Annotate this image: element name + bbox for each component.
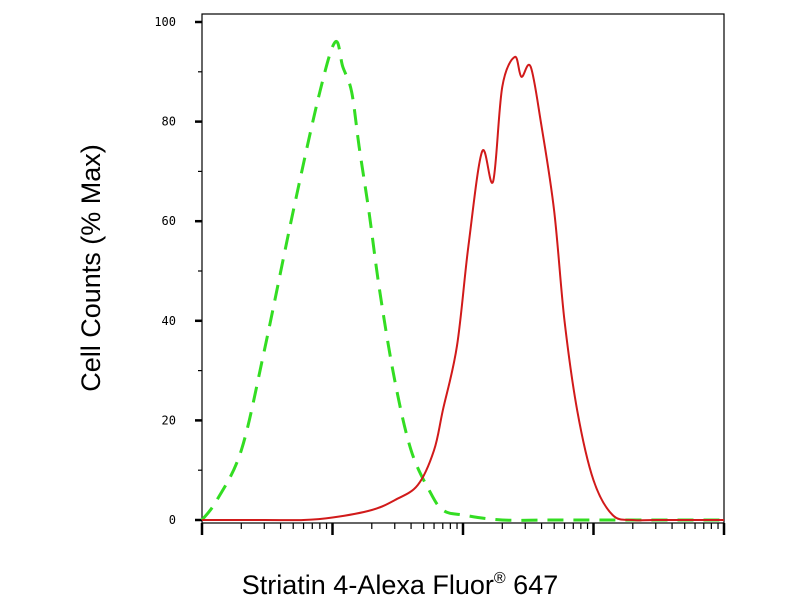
y-tick-label: 20 xyxy=(162,413,176,427)
x-axis xyxy=(200,523,726,535)
series-layer xyxy=(200,39,724,522)
x-axis-label-tail: 647 xyxy=(506,570,559,600)
y-axis: 0 20 40 60 80 100 xyxy=(154,15,202,527)
sample-curve xyxy=(202,55,724,522)
x-axis-label-main: Striatin 4-Alexa Fluor xyxy=(242,570,494,600)
x-axis-label: Striatin 4-Alexa Fluor® 647 xyxy=(242,570,558,600)
y-tick-label: 100 xyxy=(154,15,176,29)
isotype-control-curve xyxy=(200,39,724,522)
y-tick-label: 40 xyxy=(162,314,176,328)
y-axis-label: Cell Counts (% Max) xyxy=(76,144,106,392)
y-tick-label: 80 xyxy=(162,115,176,129)
y-tick-label: 60 xyxy=(162,214,176,228)
x-axis-label-sup: ® xyxy=(494,570,506,587)
y-tick-label: 0 xyxy=(169,513,176,527)
